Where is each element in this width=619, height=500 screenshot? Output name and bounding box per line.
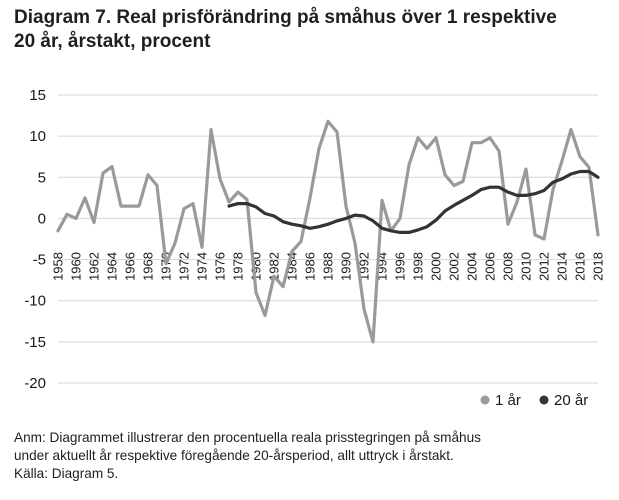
chart-title: Diagram 7. Real prisförändring på småhus…: [14, 6, 609, 54]
chart-title-line-1: Diagram 7. Real prisförändring på småhus…: [14, 7, 557, 28]
x-tick-label: 1964: [105, 252, 120, 281]
y-tick-label: -10: [24, 293, 46, 310]
x-tick-label: 2016: [573, 252, 588, 281]
footnote-line-3: Källa: Diagram 5.: [14, 466, 119, 481]
x-tick-label: 1970: [159, 252, 174, 281]
legend-marker-1-ar: [480, 395, 490, 405]
y-tick-label: -20: [24, 375, 46, 392]
x-tick-label: 1976: [213, 252, 228, 281]
chart-title-line-2: 20 år, årstakt, procent: [14, 31, 211, 52]
x-tick-label: 2018: [591, 252, 606, 281]
x-tick-label: 1990: [339, 252, 354, 281]
x-tick-label: 2002: [447, 252, 462, 281]
x-tick-label: 2008: [501, 252, 516, 281]
y-axis-tick-labels: 15 10 5 0 -5 -10 -15 -20: [24, 87, 46, 392]
x-tick-label: 1958: [51, 252, 66, 281]
x-tick-label: 1978: [231, 252, 246, 281]
series-lines: [56, 119, 600, 344]
y-tick-label: 10: [29, 128, 46, 145]
x-tick-label: 1962: [87, 252, 102, 281]
y-tick-label: -15: [24, 334, 46, 351]
footnote-line-1: Anm: Diagrammet illustrerar den procentu…: [14, 430, 481, 445]
x-tick-label: 1966: [123, 252, 138, 281]
y-tick-label: 5: [38, 169, 46, 186]
x-tick-label: 1982: [267, 252, 282, 281]
x-tick-label: 2004: [465, 252, 480, 281]
x-tick-label: 2012: [537, 252, 552, 281]
x-tick-label: 2000: [429, 252, 444, 281]
x-tick-label: 1998: [411, 252, 426, 281]
x-tick-label: 1986: [303, 252, 318, 281]
x-tick-label: 1968: [141, 252, 156, 281]
footnote-line-2: under aktuellt år respektive föregående …: [14, 448, 454, 463]
grid-lines: [58, 94, 598, 384]
x-tick-label: 1988: [321, 252, 336, 281]
x-tick-label: 2014: [555, 252, 570, 281]
legend: 1 år 20 år: [480, 392, 588, 409]
y-tick-label: -5: [33, 252, 46, 269]
legend-marker-20-ar: [539, 395, 549, 405]
y-tick-label: 15: [29, 87, 46, 104]
legend-label-20-ar: 20 år: [554, 392, 588, 409]
legend-label-1-ar: 1 år: [495, 392, 521, 409]
series-line-20-ar: [227, 169, 600, 234]
x-tick-label: 2006: [483, 252, 498, 281]
series-line-1-ar: [56, 119, 600, 344]
x-tick-label: 1996: [393, 252, 408, 281]
x-tick-label: 2010: [519, 252, 534, 281]
x-tick-label: 1960: [69, 252, 84, 281]
x-axis-tick-labels: 1958 1960 1962 1964 1966 1968 1970 1972 1974 1976…: [51, 252, 606, 281]
footnote: Anm: Diagrammet illustrerar den procentu…: [14, 429, 609, 483]
x-tick-label: 1984: [285, 252, 300, 281]
x-tick-label: 1974: [195, 252, 210, 281]
y-tick-label: 0: [38, 210, 46, 227]
x-tick-label: 1972: [177, 252, 192, 281]
